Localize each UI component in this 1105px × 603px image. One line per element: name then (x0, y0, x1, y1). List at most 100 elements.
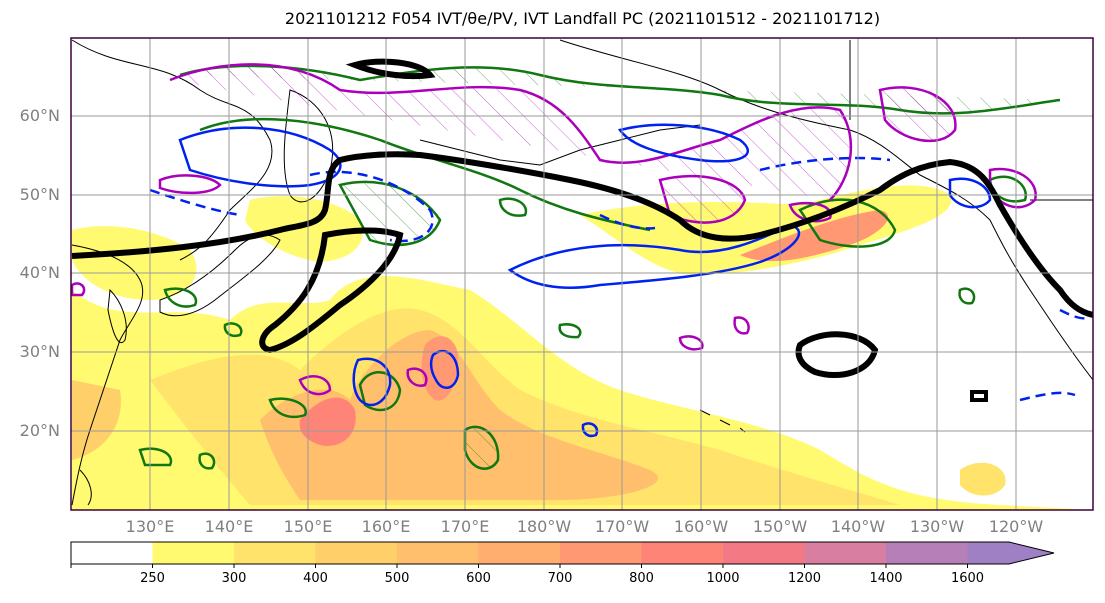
blue-contour-sub2 (429, 349, 460, 389)
green-contour-small1 (958, 287, 976, 305)
map-frame (70, 37, 1094, 511)
blue-contour-dash-1 (149, 188, 241, 217)
blue-contour-sub1 (352, 357, 392, 407)
black-contour-main (71, 151, 1093, 318)
colorbar-tick-label: 1200 (787, 571, 822, 586)
colorbar-tick-label: 700 (547, 571, 573, 586)
green-contour-japan (163, 287, 198, 308)
lat-label-40n: 40°N (19, 263, 60, 282)
coast-japan (159, 234, 281, 317)
colorbar-cell (152, 542, 235, 564)
colorbar-tick-label: 500 (384, 571, 410, 586)
colorbar-tick-label: 250 (140, 571, 165, 586)
magenta-contour-west (158, 174, 222, 195)
colorbar-tick-label: 600 (466, 571, 491, 586)
black-contours (71, 58, 1093, 402)
ivt-fill-core-1 (299, 397, 356, 446)
lon-label-120w: 120°W (988, 517, 1044, 536)
colorbar-tick-label: 300 (221, 571, 247, 586)
magenta-contour-east2 (788, 201, 832, 223)
green-contour-east (798, 198, 897, 248)
blue-contour-dash-2 (309, 170, 434, 243)
blue-contour-ne (948, 177, 992, 209)
black-contour-top (345, 58, 436, 80)
coast-aleutians (419, 124, 701, 166)
ivt-fill-layer (72, 185, 1093, 510)
magenta-contour-gulf (878, 86, 957, 143)
lon-label-160e: 160°E (361, 517, 411, 536)
colorbar-cell (315, 542, 398, 564)
colorbar-tick-label: 1000 (706, 571, 740, 586)
colorbar-tick-label: 800 (629, 571, 654, 586)
green-contour-small3 (223, 322, 243, 337)
magenta-contour-sub2 (406, 367, 428, 387)
colorbar-tick-label: 1600 (950, 571, 985, 586)
blue-contour-aleut (617, 123, 749, 163)
coast-korea (107, 288, 127, 343)
lat-label-20n: 20°N (19, 421, 60, 440)
black-contour-small (970, 390, 988, 402)
gridlines (71, 38, 1093, 510)
coast-siberia (71, 39, 273, 261)
magenta-contour-japan (71, 282, 86, 297)
map-title: 2021101212 F054 IVT/θe/PV, IVT Landfall … (284, 9, 881, 28)
colorbar-cell (967, 542, 1054, 564)
magenta-contour-east (658, 174, 747, 224)
lat-label-60n: 60°N (19, 106, 60, 125)
green-contour-mid (199, 117, 651, 232)
green-contour-sub3 (138, 447, 173, 467)
coastlines (71, 39, 1093, 506)
lon-label-130e: 130°E (125, 517, 175, 536)
lon-label-160w: 160°W (673, 517, 729, 536)
magenta-contour-north (169, 63, 853, 201)
magenta-contour-sub4 (678, 335, 704, 351)
colorbar-cell (234, 542, 316, 564)
blue-contour-dash-6 (599, 213, 656, 230)
blue-contour-north (178, 126, 342, 188)
blue-contour-mid (507, 223, 801, 289)
colorbar-cell (71, 542, 153, 564)
colorbar-tick-label: 1400 (869, 571, 903, 586)
colorbar-cell (397, 542, 479, 564)
coast-asia (71, 244, 144, 506)
coast-alaska (559, 39, 1093, 381)
colorbar-cell (804, 542, 887, 564)
lat-label-50n: 50°N (19, 185, 60, 204)
lon-label-170w: 170°W (594, 517, 650, 536)
colorbar-cell (641, 542, 724, 564)
lon-label-140w: 140°W (830, 517, 886, 536)
green-contour-small5 (198, 452, 216, 470)
colorbar-cells (70, 541, 1055, 565)
coast-philippines (79, 469, 92, 506)
colorbar-cell (478, 542, 561, 564)
ivt-fill-jet-core (740, 210, 889, 262)
lat-label-30n: 30°N (19, 342, 60, 361)
blue-contour-dash-4 (1019, 391, 1076, 402)
lon-label-180w: 180°W (516, 517, 572, 536)
colorbar-cell (886, 542, 968, 564)
green-contour-sub2 (463, 425, 500, 470)
black-contour-loop (795, 331, 879, 378)
green-contour-sub1 (358, 371, 402, 412)
colorbar-cell (560, 542, 642, 564)
blue-contour-dash-3 (759, 156, 891, 172)
green-contour-small2 (558, 323, 582, 339)
lon-label-150e: 150°E (283, 517, 333, 536)
colorbar-outline (70, 541, 1055, 565)
colorbar-ticks (70, 564, 968, 568)
lon-label-170e: 170°E (440, 517, 490, 536)
black-contour-kuroshio (259, 227, 404, 354)
blue-contours (149, 123, 1091, 438)
lon-label-140e: 140°E (204, 517, 254, 536)
magenta-contour-sub3 (733, 316, 750, 335)
ivt-fill-west (245, 196, 363, 262)
ivt-fill-blob-east (960, 462, 1006, 496)
green-contour-small4 (498, 197, 528, 217)
lon-label-130w: 130°W (909, 517, 965, 536)
ivt-fill-scs (72, 380, 121, 460)
magenta-contours (71, 63, 1037, 396)
magenta-contour-sub1 (298, 375, 332, 396)
blue-contour-dash-5 (1059, 308, 1091, 320)
